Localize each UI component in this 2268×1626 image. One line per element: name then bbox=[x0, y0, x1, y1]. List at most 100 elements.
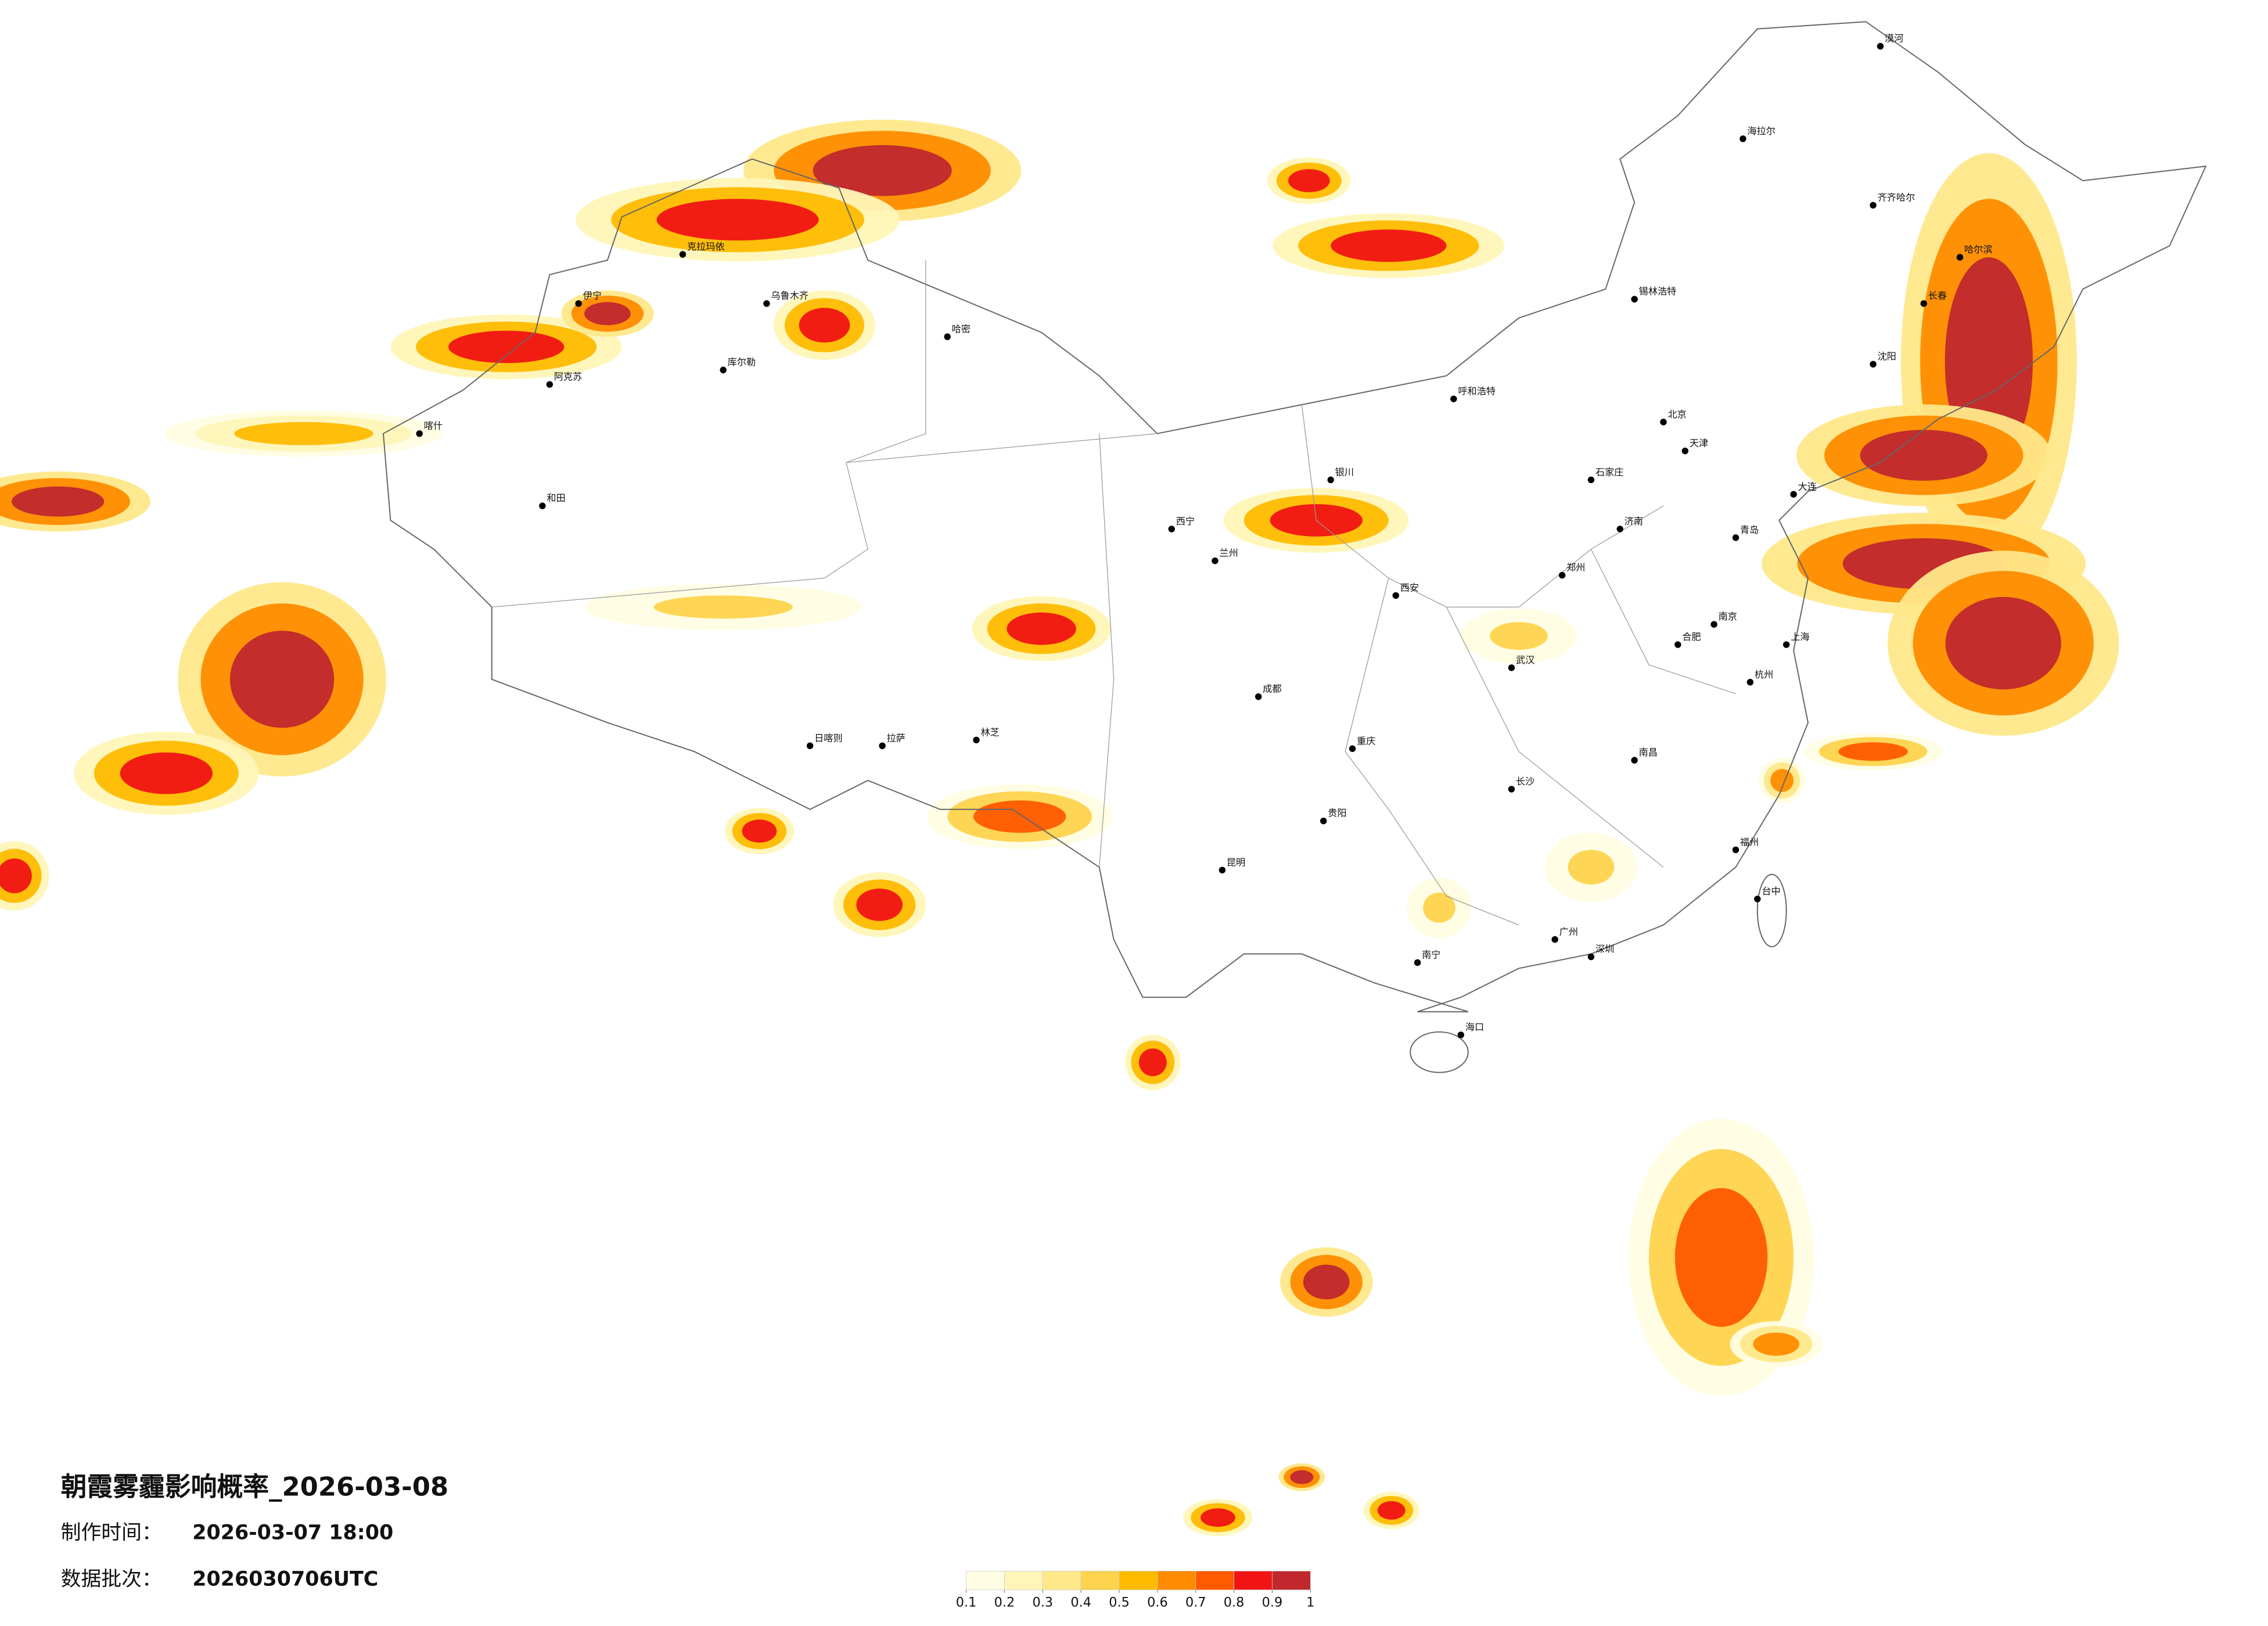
haze-area bbox=[1838, 742, 1908, 761]
colorbar-label: 0.3 bbox=[1033, 1595, 1054, 1610]
city-dot bbox=[1457, 1031, 1465, 1038]
city-dot bbox=[1212, 557, 1219, 564]
city-label: 广州 bbox=[1559, 926, 1578, 937]
city-dot bbox=[1870, 361, 1877, 368]
city-dot bbox=[1219, 866, 1226, 874]
colorbar-label: 0.7 bbox=[1185, 1595, 1206, 1610]
map-title: 朝霞雾霾影响概率_2026-03-08 bbox=[61, 1472, 449, 1502]
city-label: 大连 bbox=[1798, 481, 1817, 492]
haze-area bbox=[234, 422, 373, 445]
city-dot bbox=[1870, 202, 1877, 209]
haze-area bbox=[11, 486, 105, 517]
city-label: 武汉 bbox=[1516, 654, 1534, 665]
city-label: 青岛 bbox=[1740, 524, 1759, 535]
city-label: 西宁 bbox=[1176, 516, 1195, 527]
info-value: 2026-03-07 18:00 bbox=[192, 1521, 393, 1545]
taiwan bbox=[1756, 873, 1787, 948]
colorbar-label: 1 bbox=[1306, 1595, 1314, 1610]
city-dot bbox=[1631, 296, 1638, 303]
colorbar-label: 0.6 bbox=[1147, 1595, 1168, 1610]
haze-area bbox=[448, 330, 565, 364]
colorbar-label: 0.4 bbox=[1070, 1595, 1091, 1610]
city-label: 海口 bbox=[1465, 1021, 1484, 1033]
city-label: 贵阳 bbox=[1328, 808, 1346, 819]
info-label: 制作时间： bbox=[61, 1521, 162, 1545]
haze-area bbox=[973, 800, 1066, 833]
city-dot bbox=[1508, 664, 1515, 671]
colorbar-swatch bbox=[1004, 1571, 1043, 1591]
city-label: 锡林浩特 bbox=[1639, 286, 1677, 297]
colorbar-label: 0.8 bbox=[1224, 1595, 1245, 1610]
colorbar-label: 0.5 bbox=[1109, 1595, 1130, 1610]
city-dot bbox=[539, 502, 546, 509]
city-label: 成都 bbox=[1263, 684, 1281, 695]
city-label: 喀什 bbox=[424, 420, 443, 431]
city-label: 漠河 bbox=[1885, 33, 1903, 44]
city-label: 重庆 bbox=[1357, 735, 1375, 746]
city-label: 林芝 bbox=[981, 726, 1000, 738]
haze-area bbox=[1568, 850, 1615, 885]
city-label: 南昌 bbox=[1639, 747, 1658, 758]
city-label: 和田 bbox=[547, 492, 565, 503]
city-dot bbox=[973, 736, 980, 744]
haze-area bbox=[584, 302, 631, 325]
hainan bbox=[1410, 1031, 1469, 1073]
city-label: 伊宁 bbox=[583, 290, 602, 301]
haze-area bbox=[1303, 1264, 1350, 1300]
city-label: 长春 bbox=[1928, 290, 1947, 301]
colorbar-swatch bbox=[1080, 1571, 1120, 1591]
haze-area bbox=[653, 595, 793, 619]
haze-area bbox=[1674, 1188, 1768, 1327]
colorbar-swatch bbox=[1272, 1571, 1311, 1591]
city-label: 库尔勒 bbox=[728, 357, 756, 368]
haze-area bbox=[1331, 229, 1447, 262]
city-label: 天津 bbox=[1690, 438, 1708, 449]
city-dot bbox=[1746, 679, 1754, 686]
city-dot bbox=[1392, 592, 1399, 599]
city-label: 昆明 bbox=[1227, 857, 1245, 868]
haze-area bbox=[120, 752, 213, 794]
haze-area bbox=[1290, 1470, 1314, 1484]
haze-area bbox=[0, 858, 32, 894]
city-dot bbox=[1450, 395, 1457, 402]
city-label: 哈密 bbox=[952, 323, 971, 334]
city-dot bbox=[720, 366, 727, 373]
city-dot bbox=[1956, 254, 1964, 261]
city-dot bbox=[1320, 817, 1327, 825]
city-dot bbox=[1739, 135, 1746, 142]
haze-area bbox=[229, 631, 335, 728]
haze-area bbox=[813, 145, 952, 196]
city-dot bbox=[1732, 846, 1739, 854]
city-label: 拉萨 bbox=[887, 732, 905, 743]
city-label: 长沙 bbox=[1516, 776, 1534, 787]
haze-area bbox=[1753, 1332, 1800, 1356]
haze-area bbox=[656, 199, 819, 241]
city-label: 北京 bbox=[1667, 409, 1686, 420]
city-label: 乌鲁木齐 bbox=[771, 290, 808, 301]
city-label: 克拉玛依 bbox=[687, 241, 725, 252]
city-dot bbox=[1877, 42, 1884, 50]
city-label: 南京 bbox=[1719, 611, 1737, 622]
haze-area bbox=[1288, 169, 1330, 193]
city-dot bbox=[1660, 419, 1667, 426]
city-dot bbox=[763, 300, 770, 307]
colorbar-label: 0.1 bbox=[956, 1595, 977, 1610]
city-label: 西安 bbox=[1400, 582, 1419, 593]
haze-area bbox=[1423, 893, 1455, 923]
city-dot bbox=[575, 300, 582, 307]
colorbar-label: 0.2 bbox=[994, 1595, 1015, 1610]
city-dot bbox=[679, 251, 686, 258]
haze-area bbox=[1007, 612, 1076, 645]
city-label: 福州 bbox=[1740, 837, 1759, 848]
city-dot bbox=[1631, 757, 1638, 764]
city-label: 杭州 bbox=[1755, 669, 1773, 680]
haze-areas bbox=[0, 120, 2119, 1537]
city-dot bbox=[1616, 526, 1624, 533]
city-label: 阿克苏 bbox=[554, 371, 583, 382]
cities: 漠河海拉尔齐齐哈尔哈尔滨长春沈阳大连锡林浩特呼和浩特北京天津石家庄济南青岛郑州西… bbox=[416, 33, 1993, 1038]
city-dot bbox=[879, 742, 886, 749]
city-dot bbox=[944, 333, 951, 340]
haze-area bbox=[1377, 1501, 1406, 1520]
city-dot bbox=[1414, 959, 1421, 966]
